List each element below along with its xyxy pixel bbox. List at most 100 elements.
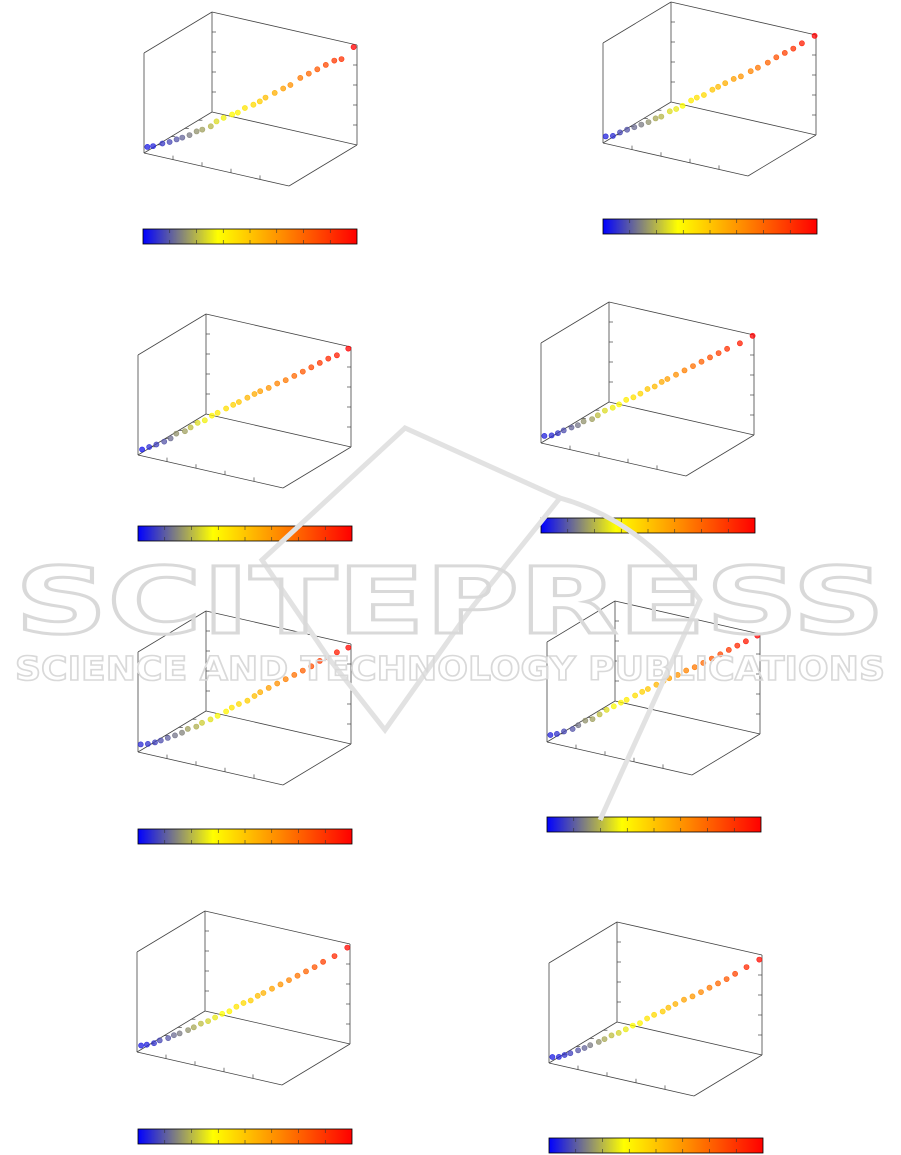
data-point [269, 985, 275, 992]
data-point [708, 655, 715, 662]
data-point [560, 427, 567, 434]
data-point [173, 136, 180, 143]
data-point [247, 997, 254, 1004]
data-point [197, 1020, 204, 1027]
floor-edge-right [691, 733, 761, 776]
data-point [615, 1030, 622, 1036]
data-point [220, 114, 227, 121]
data-point [286, 977, 292, 983]
data-point [660, 678, 667, 684]
data-point [561, 728, 567, 735]
data-point [144, 741, 151, 747]
data-point [632, 692, 638, 699]
scatter3d-panel-3 [137, 313, 353, 542]
top-edge-back [205, 313, 352, 348]
floor-edge-right [282, 743, 352, 786]
scatter3d-panel-6 [546, 600, 762, 833]
data-point [567, 1050, 574, 1057]
data-point [764, 59, 771, 66]
data-point [638, 121, 645, 128]
data-point [219, 1010, 226, 1017]
data-point [723, 976, 730, 982]
data-point [644, 1015, 650, 1022]
data-point [146, 444, 153, 450]
top-edge-back [204, 910, 351, 945]
floor-edge-back [608, 401, 755, 436]
data-point [610, 132, 616, 139]
data-point [616, 401, 622, 408]
data-point [624, 126, 630, 133]
data-point [665, 1004, 672, 1011]
data-point [250, 101, 257, 108]
data-point [556, 1054, 562, 1060]
data-point [664, 376, 671, 382]
data-point [151, 1040, 157, 1047]
x-axis-front [137, 454, 284, 489]
data-point [738, 73, 744, 80]
data-point [581, 1045, 588, 1051]
data-point [622, 1026, 629, 1033]
data-point [681, 367, 688, 374]
data-point [673, 371, 679, 378]
data-point [589, 416, 595, 422]
floor-edge-right [288, 144, 358, 187]
data-point [165, 1035, 172, 1041]
data-point [575, 1047, 581, 1054]
data-point [631, 124, 638, 131]
data-point [320, 958, 326, 965]
data-point [651, 383, 658, 390]
floor-edge-back [614, 700, 761, 735]
data-point [659, 1008, 666, 1015]
data-point [308, 364, 315, 371]
data-point [199, 719, 205, 726]
scatter3d-panel-4 [540, 301, 756, 534]
data-point [205, 1018, 211, 1024]
data-point [308, 663, 315, 670]
data-point [725, 647, 732, 653]
data-point [737, 340, 743, 347]
data-point [167, 435, 174, 442]
data-point [690, 363, 696, 369]
floor-edge-back [670, 101, 817, 136]
data-point [156, 1037, 163, 1044]
data-point [700, 660, 707, 666]
floor-edge-back [205, 710, 352, 745]
data-point [651, 1011, 657, 1018]
data-point [260, 990, 267, 996]
data-point [137, 741, 144, 748]
top-edge-left [602, 1, 672, 44]
data-point [316, 658, 323, 664]
data-point [190, 1024, 197, 1031]
data-point [709, 86, 716, 93]
data-point [181, 428, 188, 435]
data-point [701, 92, 707, 98]
data-point [274, 380, 281, 387]
data-point [575, 722, 582, 729]
floor-edge-back [204, 1010, 351, 1045]
data-point [603, 706, 610, 713]
data-point [666, 108, 673, 115]
data-point [325, 654, 332, 661]
data-point [303, 968, 309, 975]
data-point [299, 667, 306, 674]
data-point [722, 80, 729, 87]
top-edge-back [670, 1, 817, 36]
floor-edge-right [693, 1054, 763, 1097]
data-point [623, 696, 630, 703]
data-point [734, 642, 741, 649]
data-point [316, 359, 323, 366]
data-point [207, 716, 214, 723]
data-point [747, 68, 754, 75]
data-point [673, 106, 680, 112]
data-point [681, 996, 687, 1003]
data-point [679, 102, 686, 109]
data-point [157, 737, 164, 744]
x-axis-front [143, 152, 290, 187]
data-point [207, 123, 214, 130]
data-point [344, 944, 351, 951]
data-point [645, 686, 651, 692]
top-edge-back [205, 610, 352, 645]
data-point [350, 44, 357, 50]
data-point [541, 432, 548, 439]
data-point [689, 993, 696, 1000]
